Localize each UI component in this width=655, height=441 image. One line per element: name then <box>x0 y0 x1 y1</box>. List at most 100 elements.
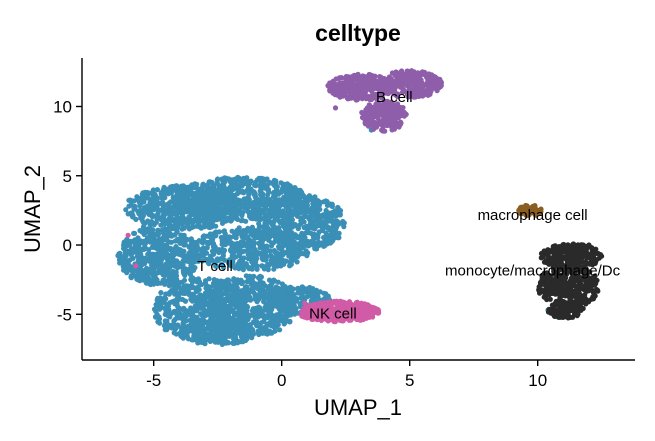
point <box>226 298 232 304</box>
point <box>400 81 406 87</box>
point <box>265 202 271 208</box>
point <box>145 251 151 257</box>
point <box>233 202 239 209</box>
point <box>299 215 305 221</box>
point <box>273 238 279 244</box>
point <box>138 267 144 273</box>
point <box>205 184 211 190</box>
point <box>201 214 207 220</box>
point <box>263 215 269 222</box>
point <box>218 195 224 201</box>
point <box>151 233 157 239</box>
point <box>147 266 153 272</box>
point <box>264 331 270 337</box>
point <box>182 200 188 206</box>
point <box>235 248 241 254</box>
point <box>284 237 290 244</box>
point <box>246 211 252 217</box>
point <box>263 290 269 297</box>
point <box>163 242 169 248</box>
point <box>235 261 241 267</box>
point <box>188 267 194 273</box>
point <box>284 249 290 255</box>
point <box>155 231 162 237</box>
point <box>316 229 322 235</box>
chart-title: celltype <box>315 20 401 46</box>
point <box>267 319 273 326</box>
point <box>316 242 322 248</box>
point <box>363 85 369 91</box>
point <box>219 206 225 212</box>
point <box>192 325 198 331</box>
point <box>166 324 172 330</box>
point <box>221 247 228 253</box>
point <box>301 219 307 225</box>
point <box>197 332 203 338</box>
point <box>175 314 181 321</box>
point <box>218 210 224 216</box>
point <box>323 207 329 214</box>
point <box>197 297 203 303</box>
point <box>307 193 313 200</box>
point <box>176 221 182 227</box>
point <box>146 211 152 218</box>
point <box>303 201 309 207</box>
point <box>325 232 331 238</box>
point <box>192 182 199 188</box>
point <box>213 229 219 235</box>
point <box>142 255 148 261</box>
point <box>279 247 285 254</box>
point <box>263 315 269 321</box>
point <box>324 237 331 243</box>
point <box>134 273 140 279</box>
point <box>172 238 178 244</box>
point <box>164 312 171 318</box>
point <box>396 77 402 83</box>
point <box>337 94 343 100</box>
point <box>169 252 176 258</box>
point <box>182 242 189 248</box>
point <box>168 232 174 238</box>
point <box>123 268 129 274</box>
point <box>202 278 209 284</box>
point <box>280 217 286 223</box>
point <box>273 184 279 190</box>
point <box>302 197 308 203</box>
point <box>206 284 212 290</box>
point <box>252 293 258 299</box>
point <box>293 205 299 211</box>
point <box>236 244 242 250</box>
point <box>194 254 200 260</box>
point <box>186 225 192 231</box>
point <box>196 323 202 329</box>
point <box>258 274 264 280</box>
point <box>199 248 205 254</box>
point <box>214 177 220 183</box>
point <box>224 195 230 201</box>
point <box>142 209 148 215</box>
point <box>234 230 240 236</box>
point <box>189 219 195 226</box>
point <box>231 192 237 198</box>
point <box>306 243 312 249</box>
point <box>238 229 244 236</box>
point <box>319 219 325 225</box>
point <box>320 240 326 246</box>
point <box>303 230 309 236</box>
point <box>238 277 244 283</box>
point <box>300 309 306 315</box>
point <box>161 305 168 311</box>
point <box>192 259 198 265</box>
point <box>172 232 178 238</box>
point <box>365 312 371 318</box>
point <box>158 222 164 228</box>
point <box>131 198 137 204</box>
point <box>227 189 234 195</box>
point <box>205 241 211 247</box>
point <box>258 192 264 198</box>
scatter-points <box>115 68 605 347</box>
point <box>182 268 188 274</box>
point <box>241 248 247 254</box>
point <box>248 245 254 251</box>
point <box>246 296 252 302</box>
